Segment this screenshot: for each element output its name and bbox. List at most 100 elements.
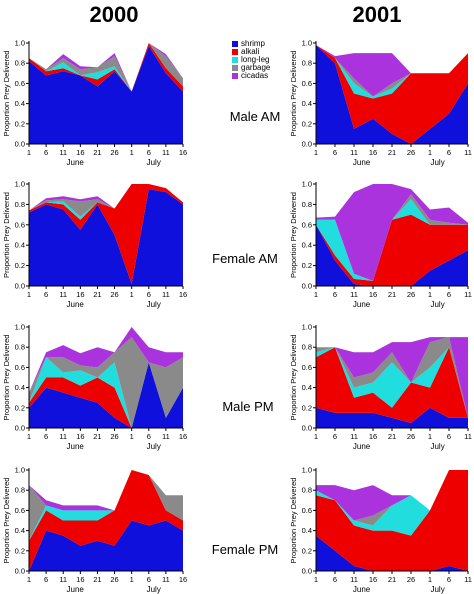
x-tick-label: 11 <box>162 432 170 441</box>
x-tick-label: 6 <box>333 148 337 157</box>
area-cicadas-2001-male-am <box>316 45 468 97</box>
y-tick-label: 1.0 <box>15 323 25 332</box>
y-tick-label: 0.6 <box>302 220 312 229</box>
y-tick-label: 0.8 <box>302 59 312 68</box>
x-tick-label: 1 <box>314 432 318 441</box>
y-axis-title: Proportion Prey Delivered <box>2 335 11 421</box>
legend-item-shrimp: shrimp <box>232 40 270 48</box>
x-tick-label: 6 <box>447 148 451 157</box>
area-long-leg-2000-male-pm <box>29 357 183 428</box>
area-garbage-2000-male-am <box>29 43 183 92</box>
row-label-female-am: Female AM <box>212 251 278 266</box>
area-garbage-2000-female-am <box>29 184 183 217</box>
y-tick-label: 1.0 <box>15 180 25 189</box>
x-tick-label: 6 <box>44 148 48 157</box>
x-tick-label: 21 <box>93 148 101 157</box>
x-tick-label: 1 <box>428 290 432 299</box>
area-shrimp-2000-male-pm <box>29 362 183 428</box>
x-tick-label: 6 <box>333 290 337 299</box>
y-tick-label: 1.0 <box>302 466 312 475</box>
y-tick-label: 0.8 <box>15 200 25 209</box>
area-alkali-2000-female-am <box>29 184 183 284</box>
y-tick-label: 0.0 <box>15 424 25 433</box>
y-tick-label: 0.8 <box>15 343 25 352</box>
x-tick-label: 6 <box>447 290 451 299</box>
y-tick-label: 0.0 <box>15 282 25 291</box>
x-tick-label: 1 <box>314 575 318 584</box>
x-tick-label: 6 <box>147 432 151 441</box>
x-tick-label: 1 <box>27 432 31 441</box>
x-tick-label: 11 <box>162 575 170 584</box>
x-tick-label: 1 <box>130 148 134 157</box>
x-tick-label: 11 <box>162 148 170 157</box>
area-shrimp-2001-male-am <box>316 45 468 144</box>
area-shrimp-2000-female-pm <box>29 520 183 571</box>
legend: shrimp alkali long-leg garbage cicadas <box>232 40 270 80</box>
legend-label-alkali: alkali <box>241 47 260 56</box>
x-tick-label: 26 <box>407 290 415 299</box>
x-tick-label: 6 <box>44 290 48 299</box>
x-tick-label: 16 <box>179 575 187 584</box>
y-tick-label: 0.8 <box>302 486 312 495</box>
x-tick-label: 1 <box>130 575 134 584</box>
x-tick-label: 16 <box>76 290 84 299</box>
x-tick-label: 26 <box>110 432 118 441</box>
x-tick-label: 11 <box>464 432 472 441</box>
area-alkali-2000-male-am <box>29 43 183 92</box>
legend-label-garbage: garbage <box>241 63 271 72</box>
legend-item-long-leg: long-leg <box>232 56 270 64</box>
x-tick-label: 6 <box>147 148 151 157</box>
area-alkali-2001-male-am <box>316 45 468 144</box>
x-tick-label: 21 <box>388 290 396 299</box>
month-label-june: June <box>353 442 371 451</box>
area-cicadas-2001-male-pm <box>316 337 468 418</box>
y-tick-label: 0.4 <box>15 383 25 392</box>
legend-swatch-cicadas <box>232 73 238 79</box>
x-tick-label: 26 <box>407 575 415 584</box>
y-tick-label: 0.2 <box>302 403 312 412</box>
x-tick-label: 6 <box>147 290 151 299</box>
y-tick-label: 0.2 <box>15 119 25 128</box>
x-tick-label: 26 <box>407 432 415 441</box>
y-tick-label: 0.4 <box>302 99 312 108</box>
legend-label-cicadas: cicadas <box>241 71 269 80</box>
y-tick-label: 0.8 <box>302 200 312 209</box>
area-shrimp-2000-female-am <box>29 189 183 286</box>
y-tick-label: 0.6 <box>15 79 25 88</box>
y-tick-label: 0.0 <box>302 424 312 433</box>
area-alkali-2001-female-pm <box>316 470 468 571</box>
x-tick-label: 1 <box>130 290 134 299</box>
month-label-june: June <box>353 158 371 167</box>
x-tick-label: 11 <box>59 575 67 584</box>
area-cicadas-2000-female-am <box>29 184 183 211</box>
y-tick-label: 0.8 <box>15 486 25 495</box>
y-tick-label: 0.2 <box>302 546 312 555</box>
x-tick-label: 21 <box>388 148 396 157</box>
x-tick-label: 1 <box>314 290 318 299</box>
y-tick-label: 0.0 <box>302 140 312 149</box>
area-cicadas-2000-male-pm <box>29 327 183 393</box>
y-axis-title: Proportion Prey Delivered <box>2 51 11 137</box>
x-tick-label: 1 <box>130 432 134 441</box>
y-tick-label: 0.0 <box>302 282 312 291</box>
x-tick-label: 6 <box>147 575 151 584</box>
y-tick-label: 0.4 <box>15 526 25 535</box>
area-shrimp-2000-male-am <box>29 46 183 144</box>
x-tick-label: 1 <box>314 148 318 157</box>
x-tick-label: 26 <box>110 575 118 584</box>
month-label-july: July <box>147 158 161 167</box>
x-tick-label: 1 <box>27 575 31 584</box>
month-label-june: June <box>67 585 85 594</box>
y-axis-title: Proportion Prey Delivered <box>2 478 11 564</box>
x-tick-label: 16 <box>369 575 377 584</box>
y-tick-label: 0.8 <box>15 59 25 68</box>
x-tick-label: 16 <box>179 290 187 299</box>
x-tick-label: 26 <box>110 148 118 157</box>
y-tick-label: 0.2 <box>302 119 312 128</box>
month-label-july: July <box>430 158 444 167</box>
